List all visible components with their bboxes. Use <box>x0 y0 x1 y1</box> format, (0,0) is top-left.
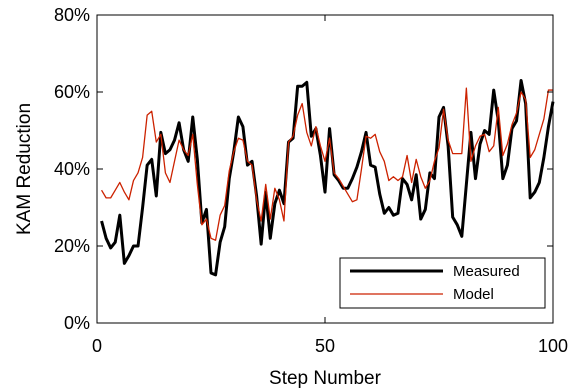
y-tick-label: 40% <box>54 159 90 179</box>
series-line-model <box>101 87 553 241</box>
x-axis-label: Step Number <box>269 368 382 389</box>
y-tick-label: 0% <box>64 313 90 333</box>
legend-label-measured: Measured <box>453 263 520 280</box>
legend-label-model: Model <box>453 286 494 303</box>
y-axis-label: KAM Reduction <box>14 103 35 235</box>
series-lines <box>100 78 555 277</box>
legend-box <box>339 257 546 309</box>
y-tick-label: 20% <box>54 236 90 256</box>
legend: Measured Model <box>339 257 546 309</box>
y-tick-label: 80% <box>54 5 90 25</box>
x-tick-label: 100 <box>538 336 568 356</box>
x-tick-label: 50 <box>315 336 335 356</box>
y-tick-label: 60% <box>54 82 90 102</box>
series-line-measured <box>100 78 555 277</box>
axis-ticks: 0 50 100 0% 20% 40% 60% 80% <box>54 5 568 356</box>
x-tick-label: 0 <box>92 336 102 356</box>
